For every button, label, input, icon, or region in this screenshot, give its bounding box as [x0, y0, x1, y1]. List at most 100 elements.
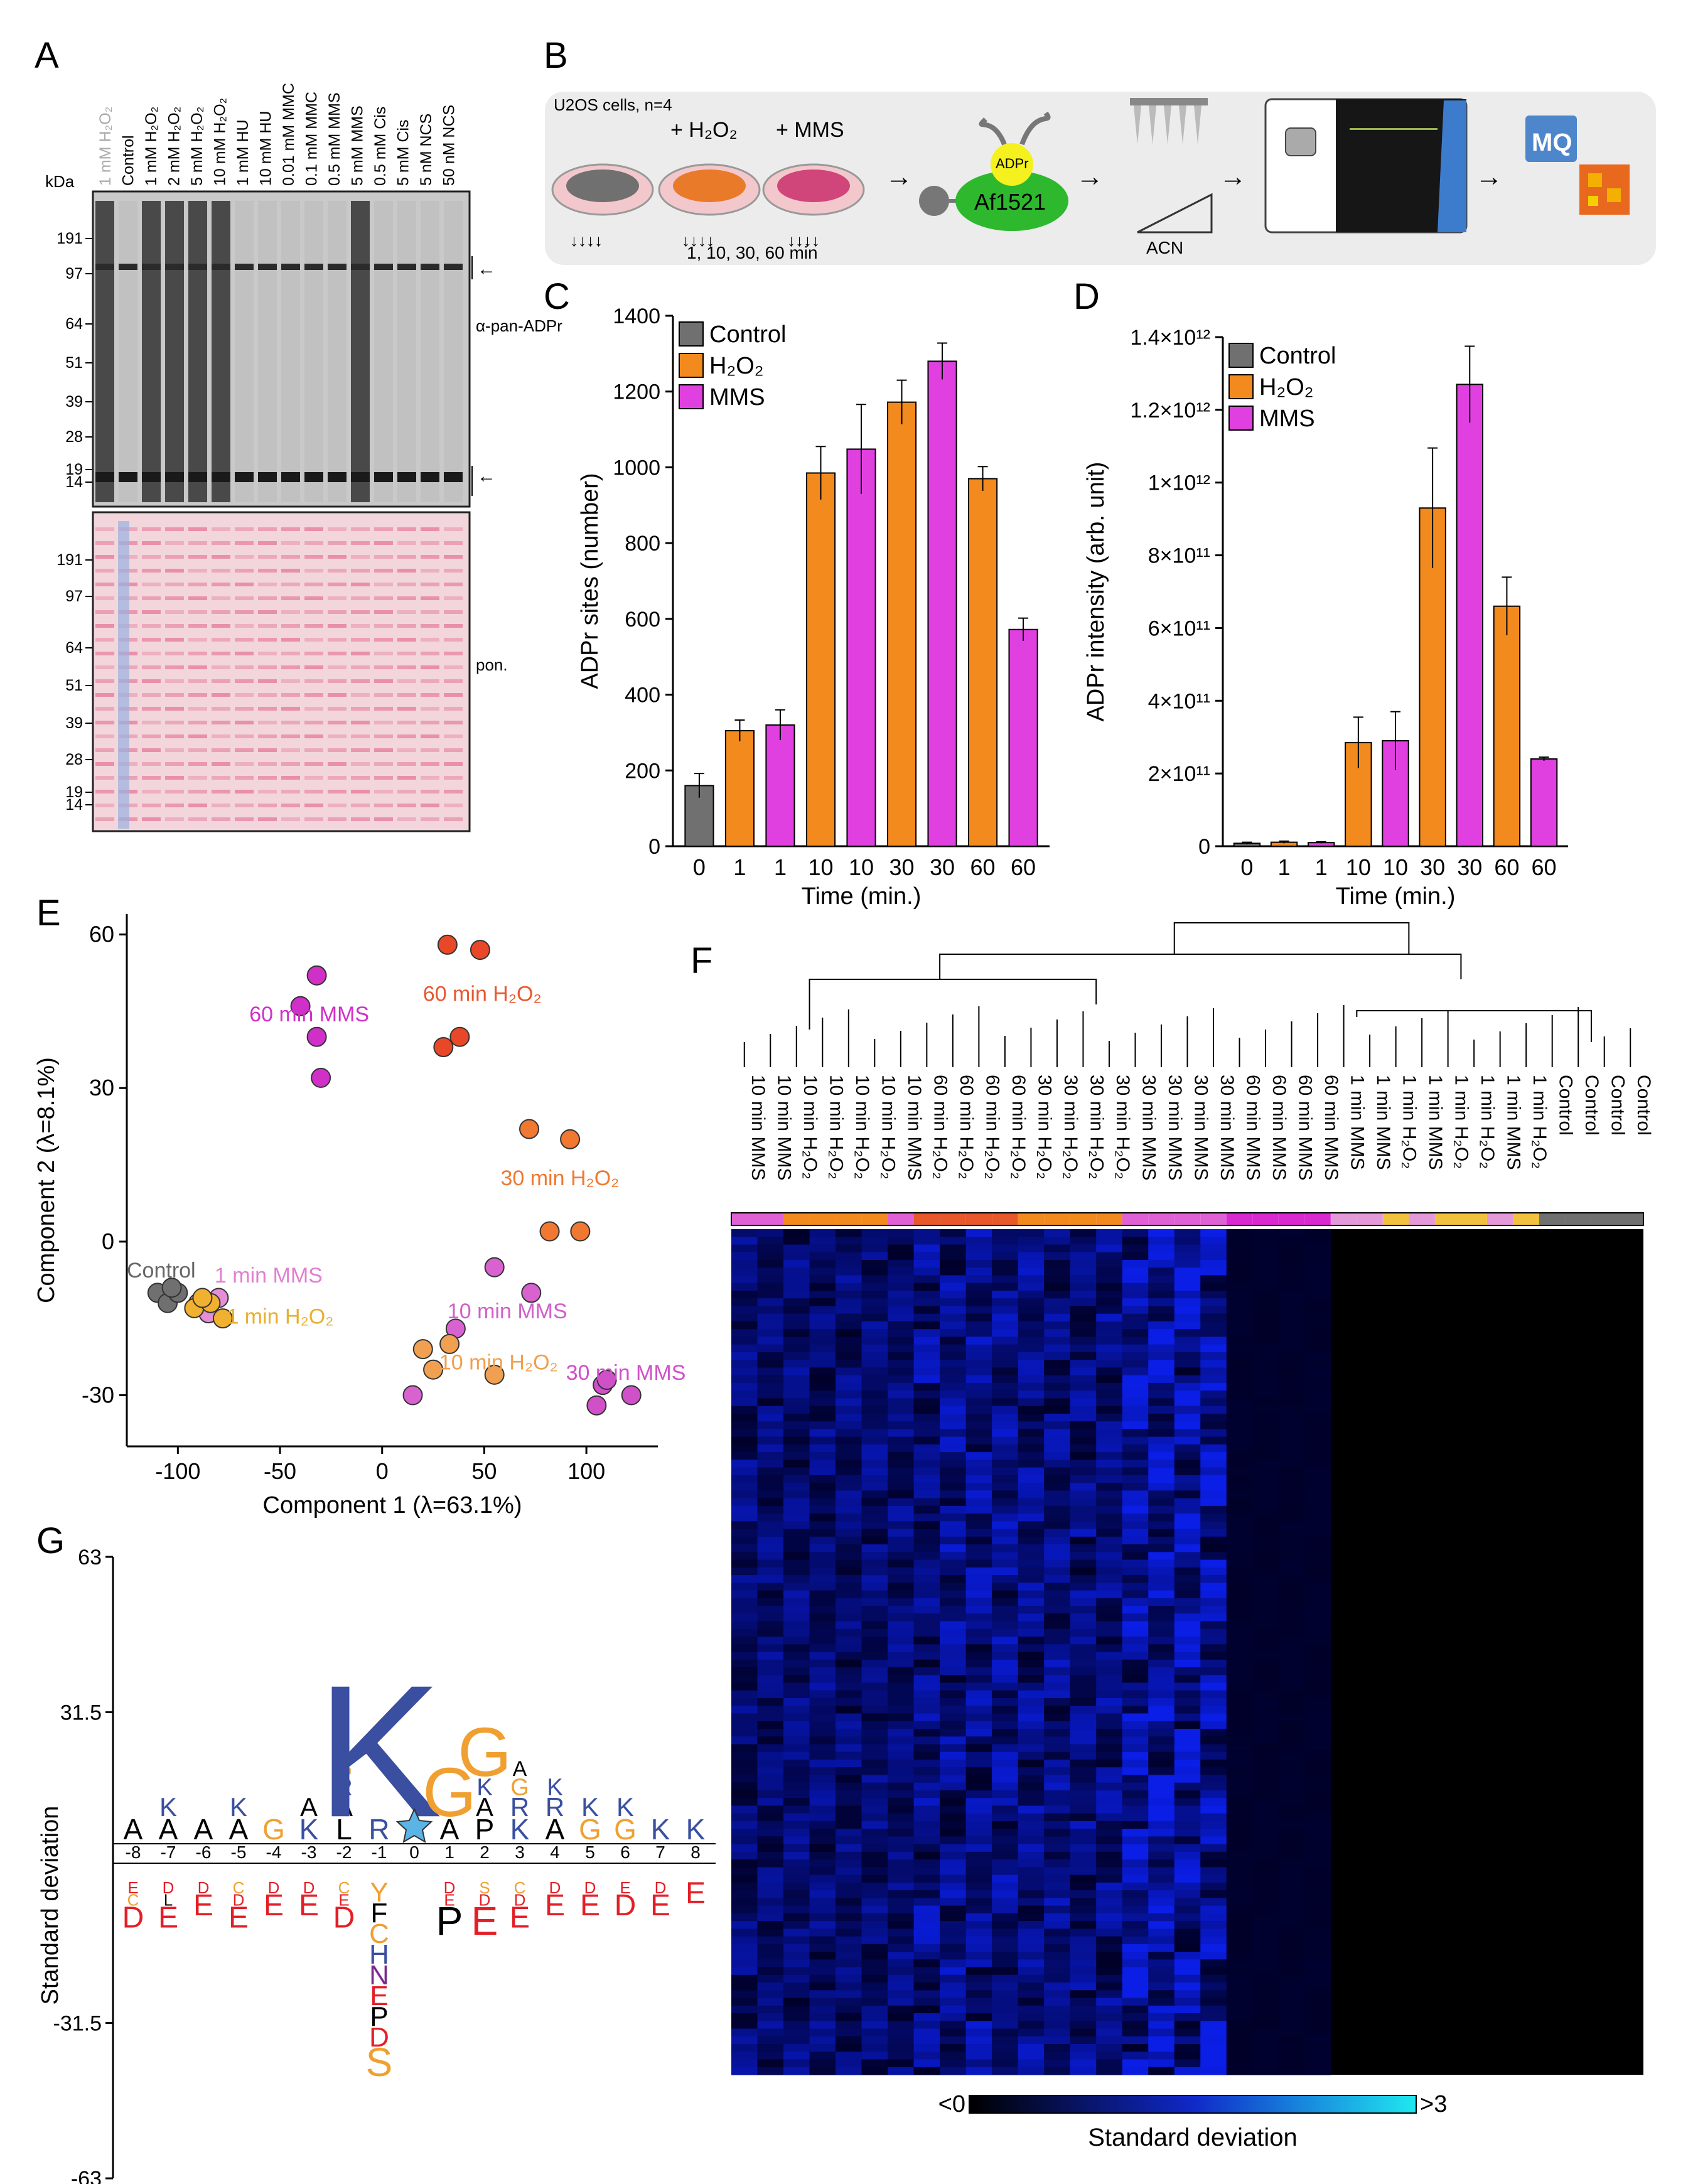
heatmap-cell — [1018, 1782, 1045, 1791]
heatmap-cell — [1096, 1329, 1123, 1337]
group-color-bar — [1513, 1213, 1539, 1225]
heatmap-cell — [1070, 1536, 1097, 1545]
heatmap-cell — [1226, 1290, 1253, 1299]
heatmap-cell — [1148, 1974, 1175, 1983]
heatmap-cell — [1200, 1736, 1227, 1745]
heatmap-cell — [731, 2052, 758, 2060]
heatmap-cell — [731, 1590, 758, 1599]
heatmap-cell — [836, 1621, 863, 1630]
ponceau-band — [165, 610, 184, 614]
heatmap-cell — [940, 1759, 967, 1768]
heatmap-cell — [913, 1237, 940, 1245]
heatmap-cell — [965, 1998, 992, 2006]
heatmap-cell — [940, 1829, 967, 1837]
ponceau-band — [258, 679, 277, 683]
heatmap-cell — [913, 1628, 940, 1637]
heatmap-cell — [1096, 1467, 1123, 1476]
heatmap-cell — [757, 1913, 784, 1922]
heatmap-cell — [1200, 1590, 1227, 1599]
heatmap-cell — [861, 1751, 888, 1760]
heatmap-cell — [757, 1567, 784, 1576]
heatmap-cell — [888, 1382, 915, 1391]
group-color-bar — [1018, 1213, 1045, 1225]
heatmap-cell — [1226, 1398, 1253, 1407]
heatmap-cell — [783, 1337, 810, 1345]
heatmap-cell — [757, 1982, 784, 1991]
heatmap-cell — [1226, 1621, 1253, 1630]
heatmap-cell — [1148, 1936, 1175, 1945]
heatmap-cell — [1252, 1898, 1279, 1907]
heatmap-cell — [809, 1460, 836, 1468]
heatmap-cell — [1122, 1859, 1149, 1868]
heatmap-cell — [1174, 1728, 1201, 1737]
heatmap-cell — [1018, 1382, 1045, 1391]
heatmap-cell — [1226, 1413, 1253, 1422]
heatmap-cell — [783, 2021, 810, 2030]
heatmap-cell — [1226, 1829, 1253, 1837]
heatmap-cell — [1070, 1844, 1097, 1853]
group-color-bar — [965, 1213, 992, 1225]
heatmap-cell — [1070, 1475, 1097, 1483]
heatmap-cell — [1226, 1505, 1253, 1514]
y-tick-label: 1000 — [613, 456, 660, 480]
heatmap-cell — [965, 2036, 992, 2045]
heatmap-cell — [809, 1767, 836, 1775]
heatmap-cell — [992, 1921, 1019, 1929]
heatmap-cell — [913, 1290, 940, 1299]
heatmap-cell — [1070, 1990, 1097, 1999]
heatmap-cell — [1122, 1606, 1149, 1614]
heatmap-cell — [1174, 2036, 1201, 2045]
heatmap-cell — [783, 2028, 810, 2037]
ponceau-band — [188, 817, 207, 821]
heatmap-cell — [940, 1867, 967, 1876]
heatmap-cell — [1096, 2021, 1123, 2030]
heatmap-cell — [1304, 1813, 1331, 1822]
heatmap-cell — [1226, 1682, 1253, 1691]
heatmap-cell — [757, 1905, 784, 1914]
ponceau-band — [95, 569, 114, 573]
logo-letter: D — [303, 1878, 315, 1897]
heatmap-cell — [1226, 1628, 1253, 1637]
heatmap-cell — [965, 1905, 992, 1914]
heatmap-cell — [731, 1682, 758, 1691]
heatmap-cell — [731, 1529, 758, 1537]
heatmap-cell — [836, 2021, 863, 2030]
heatmap-cell — [1018, 1398, 1045, 1407]
heatmap-cell — [836, 1944, 863, 1952]
heatmap-cell — [888, 1244, 915, 1253]
ponceau-band — [328, 541, 347, 545]
ponceau-band — [212, 804, 230, 807]
ponceau-band — [188, 638, 207, 642]
heatmap-cell — [913, 1352, 940, 1360]
logo-letter: E — [370, 1981, 388, 2011]
lane-label: 1 mM H₂O₂ — [142, 107, 160, 186]
heatmap-cell — [757, 1413, 784, 1422]
heatmap-cell — [992, 1967, 1019, 1976]
heatmap-cell — [1148, 1391, 1175, 1399]
heatmap-cell — [1044, 1952, 1071, 1960]
heatmap-cell — [1174, 1444, 1201, 1453]
heatmap-cell — [783, 1514, 810, 1522]
heatmap-cell — [888, 1467, 915, 1476]
heatmap-cell — [861, 2044, 888, 2052]
ponceau-band — [188, 610, 207, 614]
heatmap-cell — [965, 1936, 992, 1945]
heatmap-cell — [940, 1413, 967, 1422]
heatmap-cell — [913, 1436, 940, 1445]
heatmap-cell — [1252, 1851, 1279, 1860]
heatmap-cell — [731, 1952, 758, 1960]
heatmap-cell — [992, 1598, 1019, 1606]
lane-label: 5 nM NCS — [417, 114, 435, 186]
heatmap-cell — [940, 1790, 967, 1799]
heatmap-cell — [888, 1836, 915, 1845]
heatmap-cell — [913, 1375, 940, 1384]
heatmap-cell — [888, 1490, 915, 1499]
heatmap-cell — [836, 1798, 863, 1806]
ponceau-band — [281, 804, 300, 807]
heatmap-cell — [1122, 1475, 1149, 1483]
heatmap-cell — [1304, 1898, 1331, 1907]
heatmap-cell — [940, 2036, 967, 2045]
heatmap-cell — [1018, 1505, 1045, 1514]
heatmap-cell — [913, 1521, 940, 1530]
heatmap-cell — [965, 1667, 992, 1676]
